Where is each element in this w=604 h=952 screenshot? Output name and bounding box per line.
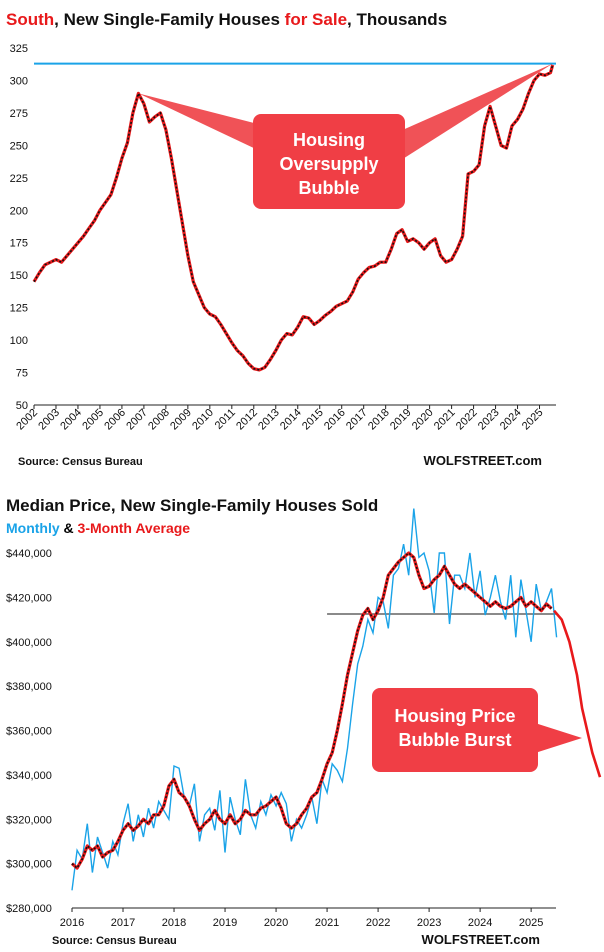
x-tick-label-2003: 2003 (36, 407, 62, 433)
x-tick-label-2004: 2004 (58, 407, 84, 433)
y-tick-label-250: 250 (10, 140, 28, 152)
x-tick-label-2024: 2024 (498, 407, 524, 433)
x-tick-label-2019: 2019 (388, 407, 414, 433)
x-tick-label-2013: 2013 (256, 407, 282, 433)
x-tick-label-2023: 2023 (476, 407, 502, 433)
x-tick-label-2021: 2021 (315, 917, 339, 929)
x-tick-label-2005: 2005 (80, 407, 106, 433)
source-label: Source: Census Bureau (52, 935, 177, 947)
title-part-south: South (6, 10, 55, 29)
y-tick-label-300: 300 (10, 75, 28, 87)
callout-pointer (535, 723, 582, 753)
series-line-projection (553, 609, 602, 778)
x-tick-label-2024: 2024 (468, 917, 492, 929)
x-tick-label-2016: 2016 (322, 407, 348, 433)
x-tick-label-2025: 2025 (519, 917, 543, 929)
callout-text-line-2: Oversupply (279, 154, 378, 174)
chart-median-price: Median Price, New Single-Family Houses S… (0, 478, 604, 952)
chart-south-houses-for-sale: South, New Single-Family Houses for Sale… (6, 10, 556, 468)
callout-text-line-1: Housing Price (394, 706, 515, 726)
x-tick-label-2009: 2009 (168, 407, 194, 433)
series-line-dotted (33, 64, 554, 371)
x-tick-label-2020: 2020 (264, 917, 288, 929)
x-tick-label-2023: 2023 (417, 917, 441, 929)
subtitle-3-month-average: 3-Month Average (77, 520, 191, 536)
x-tick-label-2022: 2022 (454, 407, 480, 433)
chart-1-title: South, New Single-Family Houses for Sale… (6, 10, 447, 30)
callout-box (253, 114, 405, 209)
brand-label: WOLFSTREET.com (424, 453, 542, 468)
x-tick-label-2025: 2025 (520, 407, 546, 433)
subtitle-monthly: Monthly (6, 520, 60, 536)
y-tick-label-50: 50 (16, 400, 28, 412)
source-label: Source: Census Bureau (18, 456, 143, 468)
y-tick-label-360000: $360,000 (6, 726, 52, 738)
x-tick-label-2008: 2008 (146, 407, 172, 433)
y-tick-label-150: 150 (10, 270, 28, 282)
x-tick-label-2018: 2018 (162, 917, 186, 929)
series-line-3-month-average-dotted (71, 551, 553, 870)
x-tick-label-2011: 2011 (213, 407, 238, 432)
chart-2-subtitle: Monthly & 3-Month Average (6, 520, 190, 536)
y-tick-label-325: 325 (10, 43, 28, 55)
x-tick-label-2020: 2020 (410, 407, 436, 433)
y-tick-label-320000: $320,000 (6, 814, 52, 826)
y-tick-label-75: 75 (16, 368, 28, 380)
x-tick-label-2010: 2010 (190, 407, 216, 433)
y-tick-label-280000: $280,000 (6, 903, 52, 915)
x-tick-label-2018: 2018 (366, 407, 392, 433)
callout-pointer-right (398, 63, 553, 162)
title-part-middle: , New Single-Family Houses (54, 10, 285, 29)
x-tick-label-2017: 2017 (344, 407, 370, 433)
chart-2-plot: $280,000 $300,000 $320,000 $340,000 $360,000… (6, 508, 602, 947)
callout-text-line-1: Housing (293, 130, 365, 150)
x-tick-label-2021: 2021 (432, 407, 458, 433)
y-tick-label-380000: $380,000 (6, 681, 52, 693)
chart-1-plot: 5075100125150175200225250275300325200220… (10, 43, 556, 468)
y-tick-label-125: 125 (10, 303, 28, 315)
y-tick-label-175: 175 (10, 238, 28, 250)
subtitle-amp: & (59, 520, 78, 536)
x-tick-label-2022: 2022 (366, 917, 390, 929)
x-tick-label-2019: 2019 (213, 917, 237, 929)
x-tick-label-2015: 2015 (300, 407, 326, 433)
chart-2-title: Median Price, New Single-Family Houses S… (6, 496, 379, 515)
x-tick-label-2007: 2007 (124, 407, 150, 433)
y-tick-label-100: 100 (10, 335, 28, 347)
x-tick-label-2006: 2006 (102, 407, 128, 433)
callout-text-line-3: Bubble (299, 178, 360, 198)
x-tick-label-2016: 2016 (60, 917, 84, 929)
y-tick-label-400000: $400,000 (6, 637, 52, 649)
callout-pointer-left (138, 93, 262, 152)
y-tick-label-440000: $440,000 (6, 548, 52, 560)
title-part-thousands: , Thousands (347, 10, 448, 29)
y-tick-label-225: 225 (10, 173, 28, 185)
x-tick-label-2017: 2017 (111, 917, 135, 929)
y-tick-label-340000: $340,000 (6, 770, 52, 782)
y-tick-label-200: 200 (10, 205, 28, 217)
y-tick-label-420000: $420,000 (6, 592, 52, 604)
y-tick-label-300000: $300,000 (6, 859, 52, 871)
title-part-for-sale: for Sale (284, 10, 348, 29)
callout-text-line-2: Bubble Burst (398, 730, 511, 750)
x-tick-label-2012: 2012 (234, 407, 260, 433)
brand-label: WOLFSTREET.com (422, 932, 540, 947)
y-tick-label-275: 275 (10, 108, 28, 120)
callout-box (372, 688, 538, 772)
x-tick-label-2014: 2014 (278, 407, 304, 433)
